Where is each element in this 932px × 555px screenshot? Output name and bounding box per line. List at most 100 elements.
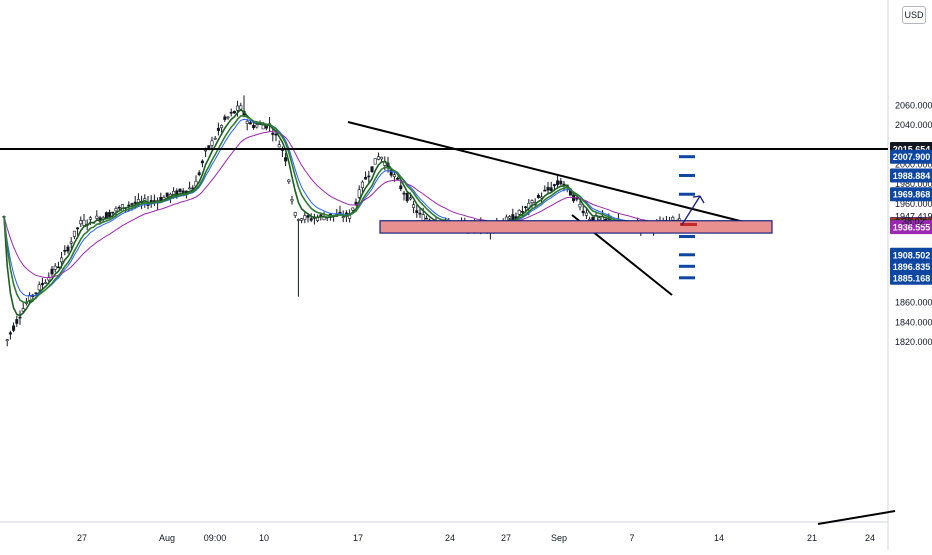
descending-trendline[interactable] [347, 121, 753, 225]
candle-body [508, 216, 512, 219]
candle-body [60, 257, 64, 263]
candle-body [12, 325, 16, 331]
candle-body [274, 133, 278, 136]
price-badge [890, 259, 932, 274]
candle-body [95, 215, 99, 219]
x-tick-label: 27 [77, 533, 87, 543]
candle-body [421, 214, 425, 221]
candle-body [389, 169, 393, 176]
candle-body [15, 319, 19, 324]
candle-body [306, 215, 310, 218]
price-badge-label: 1988.884 [893, 171, 931, 181]
projection-arrow[interactable] [681, 195, 701, 226]
candle-body [373, 158, 377, 165]
candle-body [88, 217, 92, 220]
price-badge-label: 1885.168 [893, 273, 931, 283]
currency-toggle[interactable]: USD [902, 6, 926, 24]
candle-body [8, 332, 12, 335]
y-tick-label: 1840.000 [895, 317, 932, 327]
y-tick-label: 1820.000 [895, 337, 932, 347]
candle-body [127, 204, 131, 207]
price-badge-label: 1936.555 [893, 223, 931, 233]
price-badge-label: 2007.900 [893, 152, 931, 162]
candle-body [367, 175, 371, 178]
extension-ray[interactable] [817, 510, 896, 525]
candle-body [197, 172, 201, 175]
candle-body [405, 193, 409, 202]
price-badge [890, 270, 932, 285]
candle-body [309, 218, 313, 221]
candle-body [360, 181, 364, 188]
price-badge [890, 187, 932, 202]
candle-body [364, 176, 368, 180]
candle-body [556, 180, 560, 186]
candle-body [559, 180, 563, 185]
y-tick-label: 2040.000 [895, 120, 932, 130]
candle-body [319, 214, 323, 217]
candle-body [412, 204, 416, 208]
candle-body [34, 292, 38, 295]
candle-body [380, 156, 384, 160]
x-tick-label: 17 [353, 533, 363, 543]
candle-body [239, 105, 243, 110]
candle-body [63, 250, 67, 252]
candle-body [223, 116, 227, 120]
candle-body [293, 212, 297, 216]
candle-body [213, 137, 217, 140]
candle-body [399, 185, 403, 190]
candle-body [130, 203, 134, 205]
x-tick-label: 24 [865, 533, 875, 543]
candle-body [255, 124, 259, 128]
candle-body [216, 127, 220, 131]
candle-body [588, 218, 592, 221]
candle-body [56, 266, 60, 269]
candle-body [277, 144, 281, 148]
x-tick-label: 21 [807, 533, 817, 543]
y-tick-label: 2000.000 [895, 160, 932, 170]
candle-body [188, 187, 192, 190]
candle-body [296, 219, 300, 221]
candle-body [18, 316, 22, 319]
candle-body [40, 282, 44, 286]
candle-body [82, 219, 86, 226]
x-tick-label: 10 [259, 533, 269, 543]
candle-body [232, 110, 236, 114]
x-tick-label: 24 [445, 533, 455, 543]
candle-body [200, 160, 204, 164]
candle-body [341, 216, 345, 219]
candle-body [520, 210, 524, 213]
candle-body [210, 140, 214, 146]
y-tick-label: 1960.000 [895, 199, 932, 209]
x-tick-label: 7 [629, 533, 634, 543]
price-badge-label: 1969.868 [893, 190, 931, 200]
candle-body [581, 210, 585, 214]
bar-countdown-label: 38:02 [902, 217, 925, 227]
y-tick-label: 1860.000 [895, 298, 932, 308]
candle-body [300, 218, 304, 221]
support-zone[interactable] [379, 220, 773, 234]
candle-body [370, 166, 374, 172]
candle-body [530, 200, 534, 204]
moving-average-line [3, 130, 680, 279]
candle-body [178, 188, 182, 192]
candle-body [44, 282, 48, 284]
candle-body [402, 192, 406, 195]
candle-body [552, 184, 556, 187]
x-tick-label: 27 [501, 533, 511, 543]
candle-body [5, 339, 9, 341]
candle-body [117, 206, 121, 209]
x-tick-label: Aug [159, 533, 175, 543]
x-tick-label: 14 [714, 533, 724, 543]
price-badge-label: 1896.835 [893, 262, 931, 272]
candle-body [104, 212, 108, 219]
candle-body [517, 210, 521, 215]
candle-body [524, 206, 528, 209]
candle-body [37, 284, 41, 291]
candle-body [50, 268, 54, 275]
price-badge-label: 1908.502 [893, 250, 931, 260]
candle-body [597, 217, 601, 221]
candle-body [408, 197, 412, 200]
candle-body [284, 157, 288, 162]
